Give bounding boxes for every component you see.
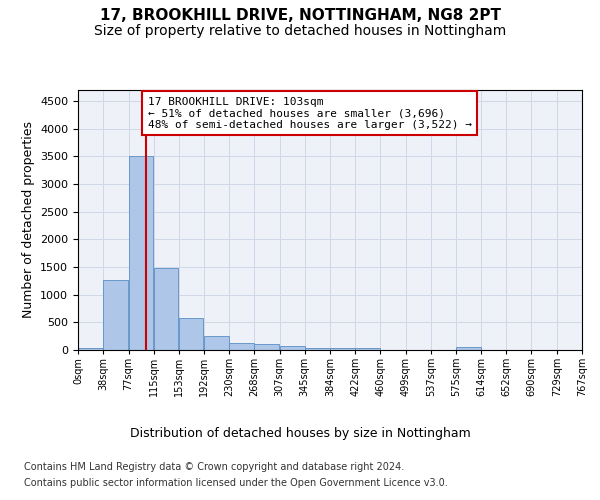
Text: Contains public sector information licensed under the Open Government Licence v3: Contains public sector information licen… [24, 478, 448, 488]
Text: 17 BROOKHILL DRIVE: 103sqm
← 51% of detached houses are smaller (3,696)
48% of s: 17 BROOKHILL DRIVE: 103sqm ← 51% of deta… [148, 96, 472, 130]
Bar [103, 280, 128, 350]
Bar [154, 268, 178, 350]
Bar [78, 348, 103, 350]
Bar [355, 348, 380, 350]
Bar [229, 342, 254, 350]
Bar [331, 348, 355, 350]
Bar [129, 156, 154, 350]
Text: Size of property relative to detached houses in Nottingham: Size of property relative to detached ho… [94, 24, 506, 38]
Text: 17, BROOKHILL DRIVE, NOTTINGHAM, NG8 2PT: 17, BROOKHILL DRIVE, NOTTINGHAM, NG8 2PT [100, 8, 500, 22]
Bar [305, 348, 329, 350]
Bar [179, 318, 203, 350]
Bar [205, 336, 229, 350]
Bar [254, 344, 279, 350]
Bar [456, 346, 481, 350]
Text: Contains HM Land Registry data © Crown copyright and database right 2024.: Contains HM Land Registry data © Crown c… [24, 462, 404, 472]
Bar [280, 346, 305, 350]
Text: Distribution of detached houses by size in Nottingham: Distribution of detached houses by size … [130, 428, 470, 440]
Y-axis label: Number of detached properties: Number of detached properties [22, 122, 35, 318]
